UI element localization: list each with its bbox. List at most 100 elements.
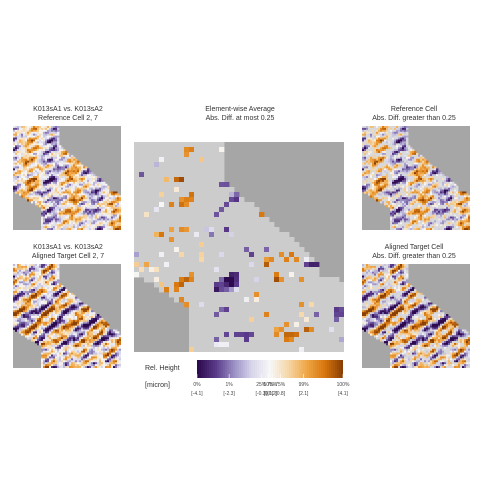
heatmap-cell bbox=[19, 310, 22, 313]
heatmap-cell bbox=[71, 364, 74, 367]
heatmap-cell bbox=[27, 147, 30, 150]
heatmap-cell bbox=[91, 181, 94, 185]
heatmap-cell bbox=[93, 335, 96, 338]
heatmap-cell bbox=[25, 304, 28, 307]
heatmap-cell bbox=[17, 151, 20, 154]
heatmap-cell bbox=[101, 358, 104, 361]
heatmap-cell bbox=[65, 160, 68, 163]
heatmap-cell bbox=[25, 294, 28, 298]
heatmap-cell bbox=[49, 206, 52, 210]
heatmap-cell bbox=[259, 227, 265, 233]
heatmap-cell bbox=[204, 222, 210, 228]
heatmap-cell bbox=[69, 352, 72, 355]
heatmap-cell bbox=[39, 335, 42, 338]
heatmap-cell bbox=[304, 287, 310, 293]
heatmap-cell bbox=[99, 356, 102, 359]
heatmap-cell bbox=[91, 201, 94, 204]
heatmap-cell bbox=[57, 310, 60, 313]
heatmap-cell bbox=[47, 135, 50, 138]
heatmap-cell bbox=[279, 302, 285, 308]
heatmap-cell bbox=[53, 285, 56, 288]
heatmap-cell bbox=[119, 218, 121, 221]
heatmap-cell bbox=[55, 195, 58, 198]
heatmap-cell bbox=[21, 179, 24, 183]
heatmap-cell bbox=[59, 337, 62, 340]
heatmap-cell bbox=[49, 290, 52, 294]
heatmap-cell bbox=[13, 135, 16, 138]
heatmap-cell bbox=[105, 210, 108, 214]
heatmap-cell bbox=[69, 176, 72, 179]
heatmap-cell bbox=[119, 341, 121, 344]
heatmap-cell bbox=[43, 222, 46, 225]
heatmap-cell bbox=[234, 212, 240, 218]
heatmap-cell bbox=[219, 322, 225, 328]
heatmap-cell bbox=[41, 152, 44, 156]
heatmap-cell bbox=[179, 252, 185, 258]
heatmap-cell bbox=[81, 183, 84, 187]
heatmap-cell bbox=[87, 201, 90, 204]
heatmap-cell bbox=[19, 271, 22, 275]
heatmap-cell bbox=[239, 217, 245, 223]
heatmap-cell bbox=[75, 356, 78, 359]
heatmap-cell bbox=[19, 264, 22, 267]
heatmap-cell bbox=[79, 228, 82, 230]
heatmap-cell bbox=[67, 212, 70, 215]
heatmap-cell bbox=[59, 310, 62, 313]
heatmap-cell bbox=[304, 297, 310, 303]
heatmap-cell bbox=[49, 323, 52, 327]
heatmap-cell bbox=[229, 267, 235, 273]
heatmap-cell bbox=[111, 352, 114, 355]
heatmap-cell bbox=[55, 214, 58, 217]
heatmap-cell bbox=[101, 364, 104, 367]
heatmap-cell bbox=[254, 297, 260, 303]
heatmap-cell bbox=[97, 220, 100, 223]
heatmap-cell bbox=[65, 362, 68, 365]
heatmap-cell bbox=[17, 137, 20, 140]
heatmap-cell bbox=[49, 152, 52, 156]
heatmap-cell bbox=[51, 331, 54, 334]
heatmap-cell bbox=[71, 348, 74, 352]
heatmap-cell bbox=[19, 325, 22, 328]
heatmap-cell bbox=[57, 360, 60, 363]
heatmap-cell bbox=[75, 185, 78, 189]
heatmap-cell bbox=[63, 342, 66, 346]
heatmap-cell bbox=[83, 226, 86, 229]
heatmap-cell bbox=[87, 319, 90, 323]
heatmap-cell bbox=[73, 306, 76, 309]
heatmap-cell bbox=[269, 317, 275, 323]
heatmap-cell bbox=[99, 222, 102, 225]
heatmap-cell bbox=[35, 133, 38, 137]
heatmap-cell bbox=[43, 356, 46, 359]
heatmap-cell bbox=[189, 172, 195, 178]
heatmap-cell bbox=[41, 185, 44, 189]
heatmap-cell bbox=[41, 344, 44, 348]
heatmap-cell bbox=[57, 341, 60, 344]
heatmap-cell bbox=[43, 129, 46, 133]
heatmap-cell bbox=[65, 195, 68, 198]
heatmap-cell bbox=[294, 317, 300, 323]
heatmap-cell bbox=[25, 283, 28, 286]
heatmap-cell bbox=[25, 178, 28, 181]
heatmap-cell bbox=[71, 160, 74, 163]
heatmap-cell bbox=[99, 360, 102, 363]
heatmap-cell bbox=[59, 346, 62, 350]
heatmap-cell bbox=[45, 220, 48, 223]
heatmap-cell bbox=[41, 178, 44, 181]
heatmap-cell bbox=[79, 164, 82, 167]
heatmap-cell bbox=[87, 183, 90, 187]
heatmap-cell bbox=[75, 170, 78, 173]
heatmap-cell bbox=[329, 302, 335, 308]
heatmap-cell bbox=[43, 294, 46, 298]
heatmap-cell bbox=[73, 195, 76, 198]
heatmap-cell bbox=[55, 287, 58, 290]
heatmap-cell bbox=[51, 294, 54, 298]
heatmap-cell bbox=[254, 217, 260, 223]
heatmap-cell bbox=[53, 348, 56, 352]
heatmap-cell bbox=[29, 170, 32, 173]
heatmap-cell bbox=[189, 282, 195, 288]
heatmap-cell bbox=[31, 185, 34, 189]
heatmap-cell bbox=[209, 287, 215, 293]
heatmap-cell bbox=[159, 232, 165, 238]
heatmap-cell bbox=[23, 185, 26, 189]
heatmap-cell bbox=[51, 317, 54, 321]
